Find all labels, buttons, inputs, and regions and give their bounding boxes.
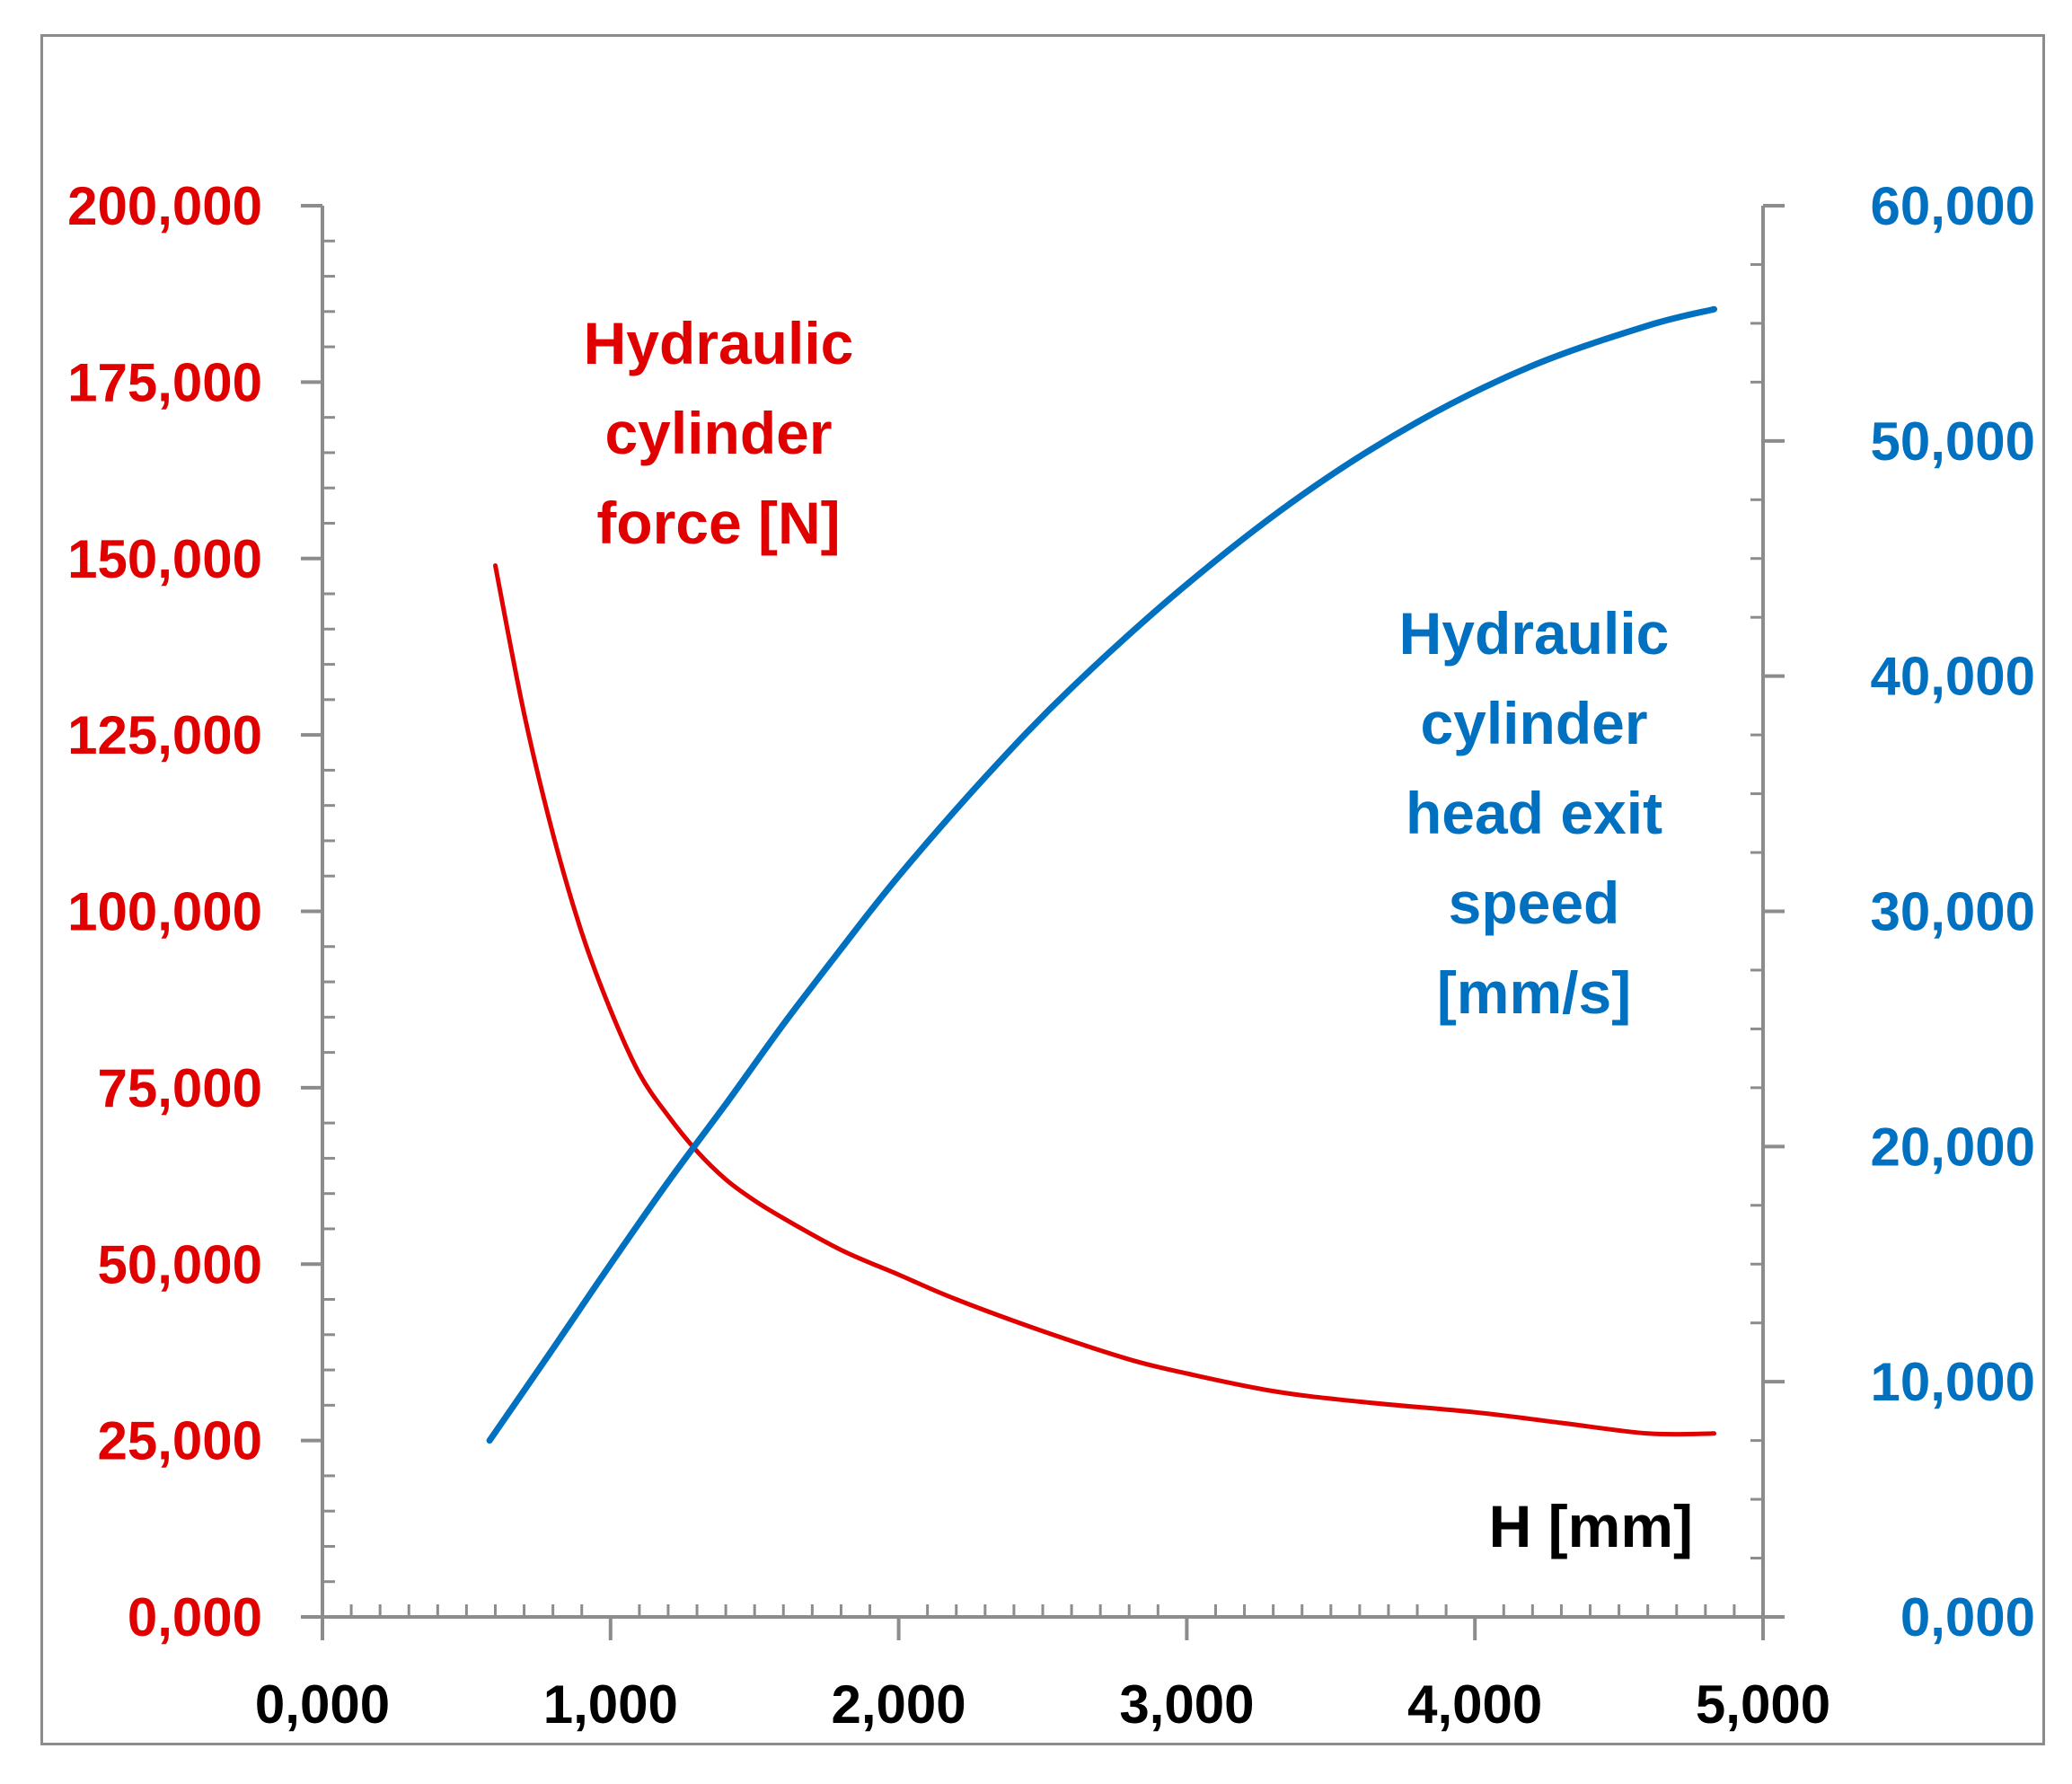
force-series-line: [493, 563, 1716, 1437]
right-tick-label: 30,000: [1870, 882, 2035, 942]
right-tick-label: 0,000: [1900, 1587, 2035, 1647]
right-tick-label: 50,000: [1870, 411, 2035, 472]
x-tick-label: 1,000: [543, 1674, 678, 1735]
left-tick-label: 175,000: [67, 352, 262, 412]
x-axis-label: H [mm]: [1489, 1493, 1693, 1559]
x-tick-label: 0,000: [255, 1674, 390, 1735]
labels-group: 0,000 1,000 2,000 3,000 4,000 5,000 0,000 25,00…: [67, 176, 2035, 1735]
x-tick-label: 4,000: [1407, 1674, 1542, 1735]
label-line: [mm/s]: [1437, 959, 1631, 1026]
left-tick-label: 200,000: [67, 176, 262, 236]
axes-group: [301, 204, 1785, 1640]
right-axis-series-label: Hydraulic cylinder head exit speed [mm/s]: [1399, 600, 1670, 1026]
right-tick-label: 60,000: [1870, 176, 2035, 236]
x-tick-label: 2,000: [832, 1674, 966, 1735]
x-tick-label: 3,000: [1119, 1674, 1254, 1735]
right-tick-label: 40,000: [1870, 647, 2035, 707]
label-line: cylinder: [1420, 690, 1647, 756]
label-line: cylinder: [604, 400, 832, 466]
left-tick-label: 25,000: [97, 1411, 262, 1471]
left-tick-label: 100,000: [67, 882, 262, 942]
left-tick-label: 150,000: [67, 529, 262, 589]
series-group: [486, 305, 1717, 1444]
left-tick-label: 125,000: [67, 705, 262, 765]
left-tick-label: 0,000: [128, 1587, 262, 1647]
chart-frame: [40, 34, 2045, 1745]
label-line: speed: [1449, 870, 1620, 936]
left-tick-label: 50,000: [97, 1234, 262, 1294]
speed-series-line: [486, 305, 1717, 1444]
left-axis-series-label: Hydraulic cylinder force [N]: [584, 310, 854, 556]
right-tick-label: 10,000: [1870, 1352, 2035, 1412]
label-line: head exit: [1406, 780, 1662, 846]
right-tick-label: 20,000: [1870, 1117, 2035, 1177]
x-tick-label: 5,000: [1696, 1674, 1830, 1735]
left-tick-label: 75,000: [97, 1058, 262, 1118]
label-line: Hydraulic: [1399, 600, 1670, 667]
label-line: Hydraulic: [584, 310, 854, 376]
label-line: force [N]: [596, 490, 840, 556]
